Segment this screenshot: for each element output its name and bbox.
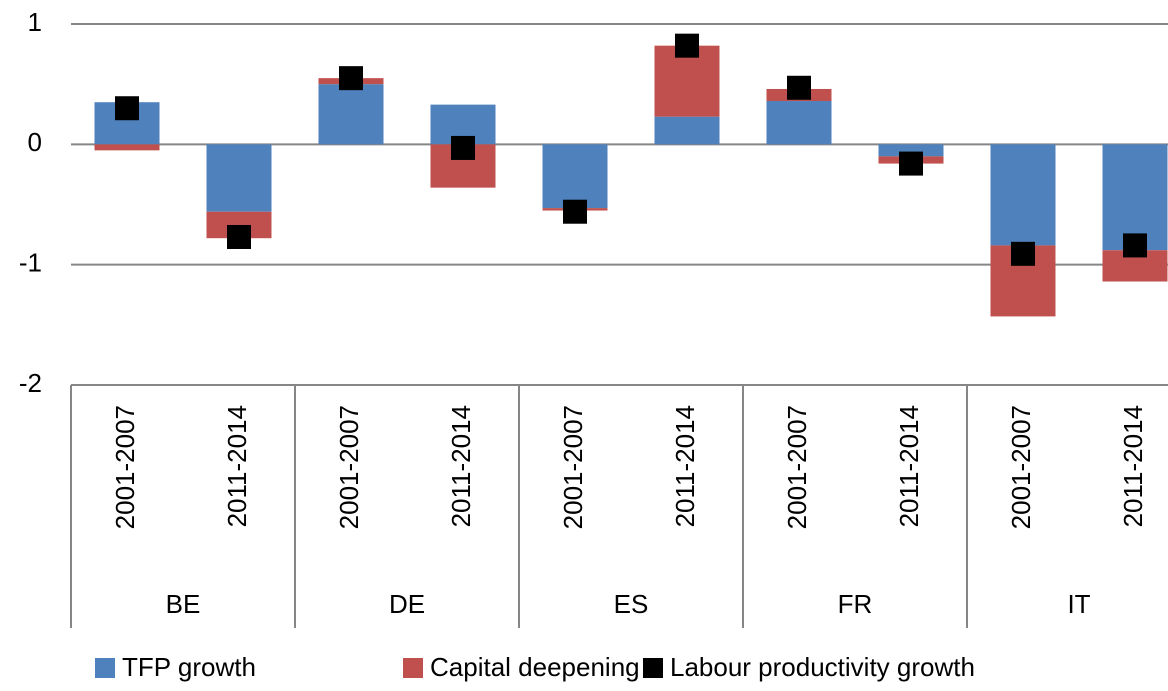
legend-swatch [643, 658, 663, 678]
x-tick-label: 2001-2007 [1006, 405, 1036, 529]
bar [318, 84, 384, 145]
x-tick-label: 2011-2014 [894, 405, 924, 527]
marker [1123, 233, 1147, 258]
marker [899, 151, 923, 176]
marker [1011, 241, 1035, 266]
x-tick-label: 2011-2014 [222, 405, 252, 527]
legend-label: Labour productivity growth [670, 652, 975, 682]
marker [563, 199, 587, 224]
x-tick-label: 2001-2007 [782, 405, 812, 529]
y-tick-label: 0 [28, 127, 42, 157]
group-label: DE [389, 589, 425, 619]
bar [654, 116, 720, 145]
y-tick-label: -1 [19, 248, 42, 278]
group-label: FR [838, 589, 873, 619]
legend-swatch [403, 658, 423, 678]
x-tick-label: 2001-2007 [558, 405, 588, 529]
bar [1102, 144, 1168, 251]
group-label: ES [614, 589, 649, 619]
bar [206, 144, 272, 212]
x-tick-label: 2011-2014 [1118, 405, 1148, 527]
bar [94, 144, 160, 151]
marker [115, 96, 139, 121]
bar [990, 144, 1056, 246]
marker [787, 75, 811, 100]
marker [227, 224, 251, 249]
y-tick-label: -2 [19, 368, 42, 398]
bar [542, 144, 608, 209]
bar [878, 144, 944, 157]
legend-label: Capital deepening [430, 652, 640, 682]
marker [675, 33, 699, 58]
x-tick-label: 2011-2014 [446, 405, 476, 527]
group-label: IT [1067, 589, 1090, 619]
x-tick-label: 2001-2007 [334, 405, 364, 529]
marker [339, 66, 363, 91]
legend-label: TFP growth [122, 652, 256, 682]
x-tick-label: 2011-2014 [670, 405, 700, 527]
legend-swatch [95, 658, 115, 678]
bar [766, 101, 832, 145]
x-tick-label: 2001-2007 [110, 405, 140, 529]
y-tick-label: 1 [28, 7, 42, 37]
group-label: BE [166, 589, 201, 619]
marker [451, 135, 475, 160]
